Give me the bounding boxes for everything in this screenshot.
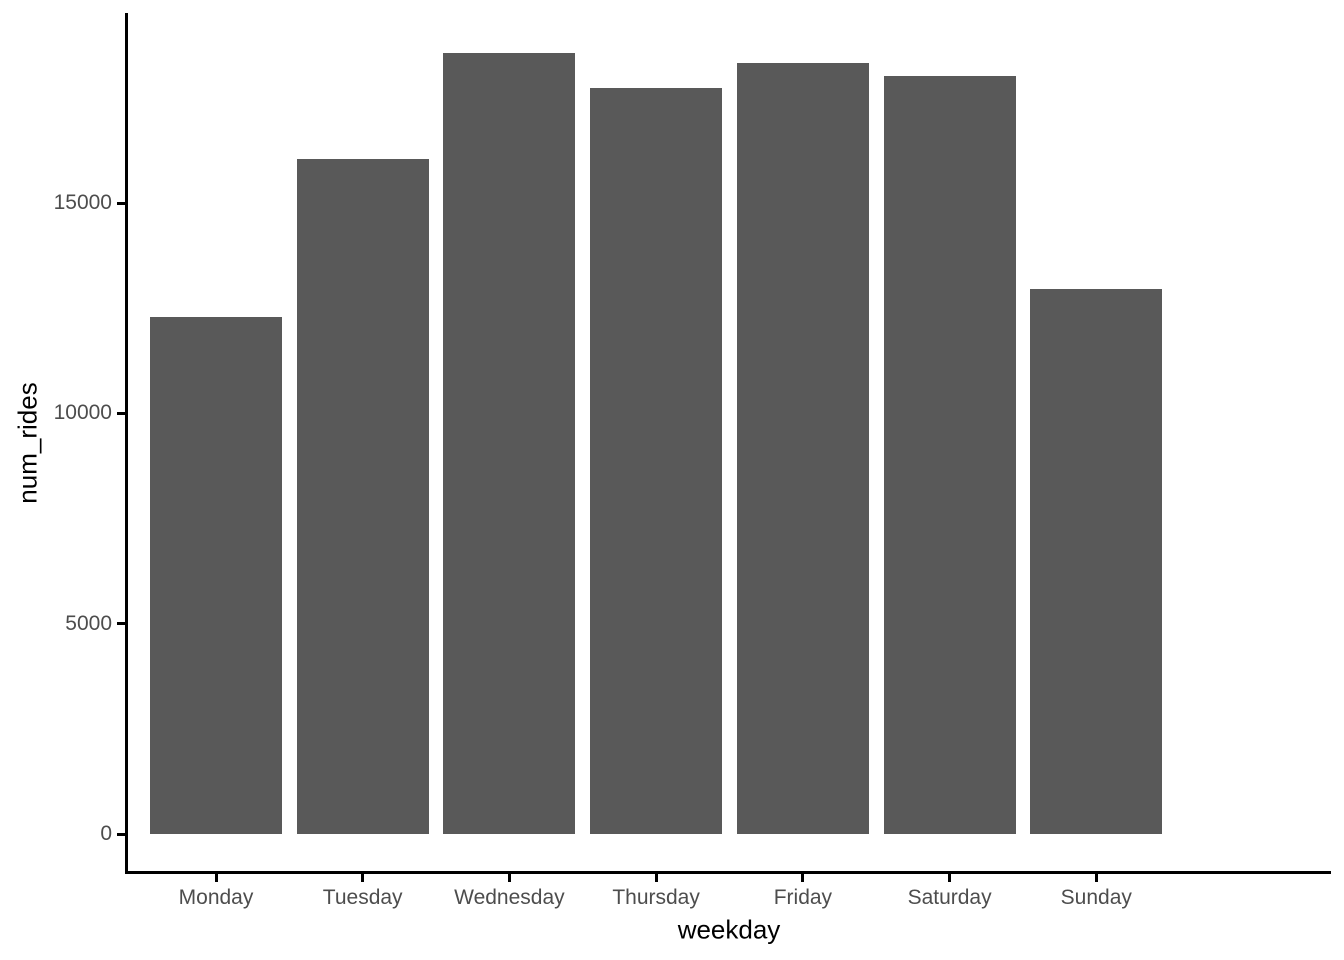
y-tick-mark-0 [117,832,125,836]
x-tick-mark-tuesday [361,874,365,882]
bar-thursday [590,88,723,834]
y-tick-label-15000: 15000 [53,191,112,214]
y-tick-label-5000: 5000 [65,611,112,635]
bar-saturday [883,76,1016,834]
x-tick-mark-sunday [1094,874,1098,882]
x-axis-title: weekday [677,914,781,945]
x-tick-label-saturday: Saturday [907,886,992,909]
bar-wednesday [443,53,576,834]
x-tick-label-thursday: Thursday [612,886,700,909]
x-axis-line [125,871,1331,874]
x-tick-label-wednesday: Wednesday [454,886,565,909]
x-tick-mark-saturday [948,874,952,882]
y-tick-label-0: 0 [100,822,112,845]
bar-friday [736,62,869,834]
y-tick-mark-5000 [117,622,125,626]
y-tick-mark-15000 [117,201,125,205]
bar-sunday [1030,289,1163,834]
y-tick-mark-10000 [117,411,125,415]
x-tick-mark-thursday [654,874,658,882]
x-tick-mark-wednesday [507,874,511,882]
bar-monday [150,317,282,834]
x-tick-label-sunday: Sunday [1060,886,1132,909]
bar-tuesday [296,159,429,834]
x-tick-mark-friday [801,874,805,882]
x-tick-label-monday: Monday [178,886,254,909]
y-axis-title: num_rides [12,382,43,504]
y-tick-label-10000: 10000 [53,401,112,425]
x-tick-mark-monday [214,874,218,882]
y-axis-line [125,13,128,874]
x-tick-label-tuesday: Tuesday [322,886,403,909]
x-tick-label-friday: Friday [773,886,833,909]
